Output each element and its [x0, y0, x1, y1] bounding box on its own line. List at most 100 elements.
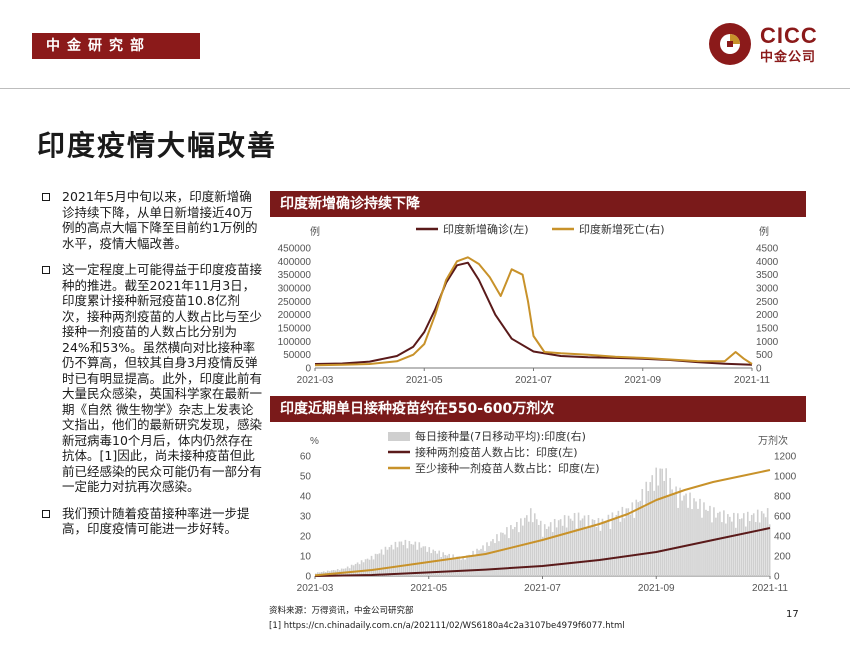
y-left-tick-label: 0: [305, 364, 311, 375]
chart-cases-deaths-svg: 0 50000 100000 150000 200000 250000 300000 3500…: [278, 222, 779, 386]
bar: [394, 541, 397, 576]
bar: [468, 554, 470, 576]
bar: [524, 517, 526, 576]
bar: [744, 526, 747, 576]
bar: [490, 541, 492, 576]
x-tick-label: 2021-05: [406, 375, 443, 386]
bar: [484, 550, 486, 576]
page-number: 17: [786, 609, 799, 620]
bar: [410, 544, 413, 576]
bar: [603, 521, 606, 576]
bar: [376, 554, 379, 576]
x-tick-label: 2021-09: [638, 583, 675, 594]
bar: [386, 549, 389, 576]
y-right-tick-label: 3000: [756, 284, 779, 295]
bar: [667, 495, 669, 576]
bar: [713, 507, 715, 576]
bar: [486, 542, 488, 576]
bar: [754, 522, 757, 576]
cicc-logo-icon: [709, 23, 751, 65]
bar: [750, 514, 753, 576]
bar: [518, 532, 520, 576]
bar: [613, 519, 616, 576]
bar: [717, 512, 719, 576]
bar: [571, 520, 574, 576]
bar: [400, 541, 403, 576]
bullet-square-icon: [42, 509, 50, 518]
bar: [735, 527, 737, 576]
bar: [707, 510, 709, 576]
bar: [563, 515, 566, 576]
bar: [392, 549, 395, 576]
bar: [535, 519, 538, 576]
bar: [653, 490, 656, 576]
bar: [758, 522, 761, 576]
bar: [526, 515, 528, 576]
legend-swatch: [388, 432, 410, 441]
bar: [683, 495, 685, 576]
bar: [366, 558, 369, 576]
bar: [657, 485, 659, 576]
y-right-tick-label: 600: [774, 512, 791, 523]
bar: [402, 545, 405, 576]
bar: [685, 493, 687, 576]
bar: [764, 517, 767, 576]
bar: [703, 502, 705, 576]
bar: [723, 510, 725, 576]
y-right-tick-label: 500: [756, 350, 773, 361]
bar: [601, 518, 604, 576]
bar: [597, 518, 600, 576]
bar: [480, 548, 482, 576]
y-left-unit-label: %: [310, 436, 319, 447]
bar: [675, 486, 677, 576]
bar: [705, 509, 707, 576]
bar: [669, 477, 671, 576]
bar: [398, 541, 401, 576]
y-right-unit-label: 例: [759, 225, 769, 238]
bar: [360, 560, 363, 576]
y-left-tick-label: 0: [305, 572, 311, 583]
y-right-tick-label: 3500: [756, 270, 779, 281]
y-right-tick-label: 4500: [756, 244, 779, 255]
y-right-tick-label: 0: [774, 572, 780, 583]
bar: [623, 518, 626, 576]
bar: [587, 515, 590, 576]
bar: [689, 492, 691, 576]
bar: [677, 507, 679, 576]
bar: [414, 541, 417, 576]
bar: [488, 545, 490, 576]
bar: [567, 515, 570, 576]
bar: [629, 514, 632, 576]
bar: [547, 526, 550, 576]
bar: [370, 555, 373, 576]
bar: [474, 555, 476, 576]
bar: [476, 548, 478, 576]
source-note: 资料来源：万得资讯，中金公司研究部: [269, 606, 414, 616]
bar: [752, 513, 755, 576]
y-right-tick-label: 2500: [756, 297, 779, 308]
bar: [693, 498, 695, 576]
bar: [549, 522, 552, 576]
bar: [609, 529, 612, 576]
bar: [729, 516, 731, 576]
bar: [506, 527, 508, 576]
bar: [440, 557, 443, 576]
bar: [585, 527, 588, 576]
bar: [420, 547, 423, 576]
bar: [605, 522, 608, 576]
bar: [627, 508, 630, 576]
bar: [643, 507, 646, 576]
bar: [448, 553, 450, 576]
footnote-link[interactable]: [1] https://cn.chinadaily.com.cn/a/20211…: [269, 621, 625, 631]
bar: [555, 527, 558, 576]
bar: [583, 515, 586, 576]
bar: [731, 521, 733, 576]
bar: [559, 519, 562, 576]
x-tick-label: 2021-07: [524, 583, 561, 594]
bar: [569, 518, 572, 576]
bar: [740, 518, 743, 576]
bar: [621, 506, 624, 576]
bar: [671, 489, 673, 576]
y-left-tick-label: 350000: [278, 270, 312, 281]
bar: [388, 547, 391, 576]
